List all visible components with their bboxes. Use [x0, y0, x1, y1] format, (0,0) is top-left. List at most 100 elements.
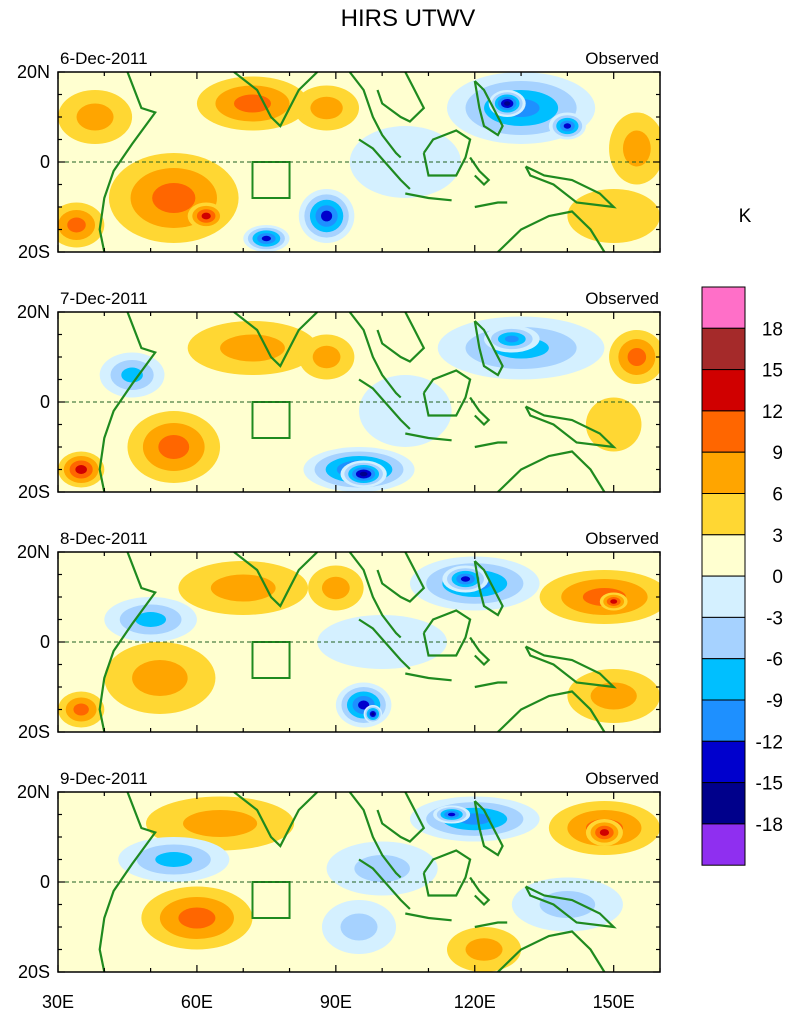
colorbar-tick-label: 0 — [772, 567, 783, 588]
contour-band — [261, 235, 272, 242]
contour-band — [585, 397, 642, 452]
contour-band — [354, 855, 410, 882]
contour-band — [75, 465, 87, 474]
colorbar-box — [701, 740, 746, 784]
coastline — [376, 72, 426, 123]
x-tick-label: 90E — [320, 992, 352, 1012]
contour-band — [121, 367, 143, 383]
contour-band — [312, 345, 341, 369]
x-tick-label: 120E — [454, 992, 496, 1012]
y-tick-label: 20S — [18, 722, 50, 742]
panel-date-label: 6-Dec-2011 — [60, 49, 148, 68]
coastline — [469, 876, 491, 907]
coastline — [497, 450, 606, 492]
coastline — [405, 192, 452, 202]
coastline — [348, 552, 402, 639]
colorbar-box — [701, 699, 746, 742]
coastline — [474, 921, 508, 929]
contour-band — [447, 812, 456, 817]
colorbar-box — [701, 658, 746, 701]
y-tick-label: 20N — [17, 62, 50, 82]
colorbar-box — [701, 451, 746, 495]
coastline — [473, 560, 504, 617]
coastline — [473, 320, 504, 377]
coastline — [358, 378, 411, 430]
coastline — [233, 72, 319, 128]
colorbar-box — [701, 410, 746, 453]
coastline — [348, 312, 402, 399]
panel-3: 20N 0 20S 8-Dec-2011 Observed — [17, 529, 661, 742]
colorbar-box — [701, 534, 746, 577]
contour-band — [349, 126, 461, 198]
coastline — [497, 930, 606, 972]
coastline — [98, 792, 157, 972]
colorbar-tick-label: -3 — [766, 608, 783, 629]
coastline — [405, 432, 452, 442]
y-tick-label: 20S — [18, 962, 50, 982]
coastline — [473, 800, 504, 857]
contour-band — [76, 103, 114, 131]
coastline — [376, 552, 426, 603]
coastline — [98, 72, 157, 252]
coastline — [422, 609, 472, 657]
contour-band — [460, 576, 471, 582]
coastline — [376, 792, 426, 843]
coastline — [469, 156, 491, 187]
contour-band — [233, 94, 272, 113]
coastline — [469, 636, 491, 667]
panel-date-label: 7-Dec-2011 — [60, 289, 148, 308]
colorbar-box — [701, 616, 746, 660]
coastline — [358, 858, 411, 910]
x-tick-label: 60E — [181, 992, 213, 1012]
coastline — [524, 405, 617, 449]
colorbar-unit-label: K — [739, 206, 752, 227]
coastline — [422, 849, 472, 897]
coastline — [376, 312, 426, 363]
coastline — [348, 792, 402, 879]
colorbar-tick-label: -18 — [756, 815, 783, 836]
y-tick-label: 0 — [40, 392, 50, 412]
contour-band — [622, 130, 651, 167]
x-axis-labels: 30E 60E 90E 120E 150E — [42, 992, 635, 1012]
contour-band — [321, 576, 350, 600]
contour-band — [567, 189, 660, 243]
colorbar-tick-label: -15 — [756, 774, 783, 795]
contour-band — [627, 348, 647, 366]
colorbar-box — [701, 823, 746, 866]
colorbar-tick-label: 6 — [772, 485, 783, 506]
y-tick-label: 0 — [40, 872, 50, 892]
contour-band — [73, 703, 89, 716]
contour-band — [504, 101, 511, 106]
panel-observed-label: Observed — [585, 529, 659, 548]
coastline — [98, 312, 157, 492]
panel-2: 20N 0 20S 7-Dec-2011 Observed — [17, 289, 661, 502]
coastline — [524, 645, 617, 689]
coastline — [524, 165, 617, 209]
coastline — [497, 690, 606, 732]
coastline — [358, 618, 411, 670]
colorbar-box — [701, 327, 746, 371]
x-tick-label: 30E — [42, 992, 74, 1012]
y-tick-label: 0 — [40, 632, 50, 652]
panel-observed-label: Observed — [585, 49, 659, 68]
contour-band — [465, 938, 503, 961]
contour-band — [183, 810, 258, 837]
coastline — [348, 72, 402, 159]
coastline — [497, 210, 606, 252]
colorbar-tick-label: -6 — [766, 650, 783, 671]
y-tick-label: 20S — [18, 242, 50, 262]
coastline — [469, 396, 491, 427]
contour-band — [152, 183, 196, 213]
colorbar-tick-label: 18 — [762, 319, 783, 340]
colorbar: 18 15 12 9 6 3 0 -3 -6 -9 -12 -15 -18 — [701, 286, 783, 866]
panel-date-label: 9-Dec-2011 — [60, 769, 148, 788]
colorbar-tick-label: -9 — [766, 691, 783, 712]
colorbar-box — [701, 286, 746, 329]
y-tick-label: 0 — [40, 152, 50, 172]
contour-band — [135, 612, 167, 627]
contour-band — [504, 335, 519, 343]
coastline — [98, 552, 157, 732]
panel-observed-label: Observed — [585, 289, 659, 308]
contour-band — [359, 375, 452, 447]
contour-band — [599, 829, 610, 836]
